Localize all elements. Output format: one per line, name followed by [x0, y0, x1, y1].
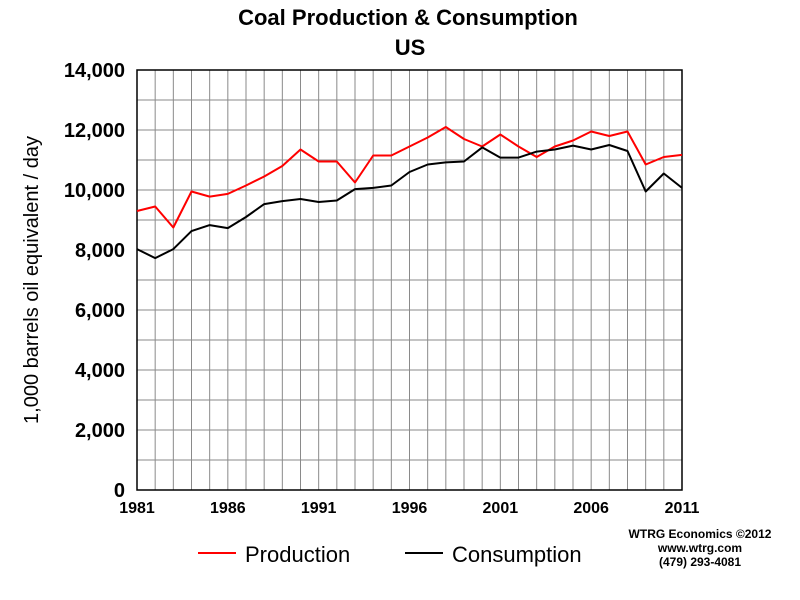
series-line-production [136, 126, 683, 229]
x-tick-label: 1981 [119, 500, 155, 517]
series-line-consumption [136, 144, 683, 260]
y-tick-label: 6,000 [75, 300, 125, 322]
y-tick-labels: 0 2,000 4,000 6,000 8,000 10,000 12,000 14,000 [64, 60, 125, 502]
y-tick-label: 0 [114, 480, 125, 502]
x-tick-label: 2001 [483, 500, 519, 517]
credit-line-1: WTRG Economics ©2012 [629, 527, 772, 541]
y-tick-label: 10,000 [64, 180, 125, 202]
y-tick-label: 4,000 [75, 360, 125, 382]
credit-line-3: (479) 293-4081 [659, 555, 741, 569]
x-tick-label: 2006 [573, 500, 609, 517]
y-tick-label: 2,000 [75, 420, 125, 442]
y-tick-label: 14,000 [64, 60, 125, 82]
x-tick-label: 2011 [665, 500, 700, 517]
credit-line-2: www.wtrg.com [657, 541, 742, 555]
series-layer [136, 126, 683, 260]
legend-label-production: Production [245, 542, 350, 567]
x-tick-label: 1991 [301, 500, 337, 517]
legend: Production Consumption [198, 542, 582, 567]
x-tick-label: 1986 [210, 500, 246, 517]
plot-frame [136, 69, 683, 491]
y-axis-label: 1,000 barrels oil equivalent / day [21, 136, 43, 424]
x-tick-labels: 1981 1986 1991 1996 2001 2006 2011 [119, 500, 699, 517]
credits: WTRG Economics ©2012 www.wtrg.com (479) … [629, 527, 772, 569]
horizontal-gridlines [137, 99, 682, 461]
y-tick-label: 12,000 [64, 120, 125, 142]
x-tick-label: 1996 [392, 500, 428, 517]
chart-subtitle: US [395, 35, 426, 60]
y-tick-label: 8,000 [75, 240, 125, 262]
legend-label-consumption: Consumption [452, 542, 582, 567]
chart-title: Coal Production & Consumption [238, 5, 578, 30]
